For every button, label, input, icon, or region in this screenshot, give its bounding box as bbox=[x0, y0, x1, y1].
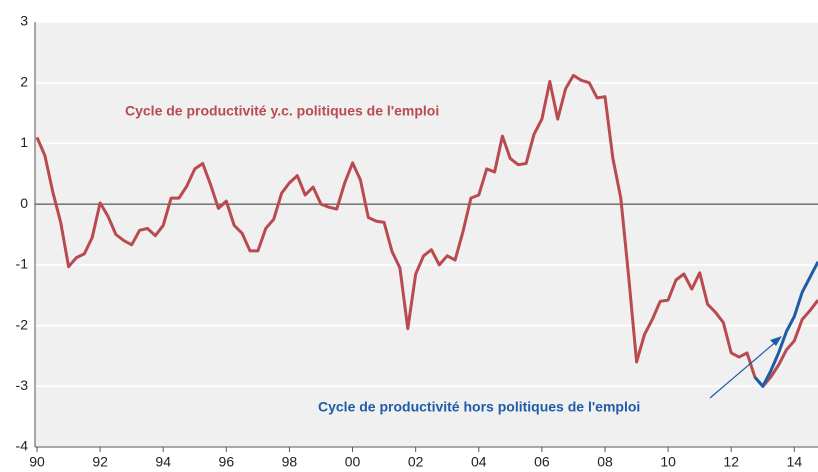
x-tick-label: 00 bbox=[345, 454, 361, 470]
x-tick-label: 90 bbox=[29, 454, 45, 470]
x-tick-label: 12 bbox=[723, 454, 739, 470]
arrow-head bbox=[770, 336, 782, 346]
x-tick-label: 98 bbox=[282, 454, 298, 470]
x-tick-label: 96 bbox=[219, 454, 235, 470]
x-tick-label: 10 bbox=[660, 454, 676, 470]
y-tick-label: 2 bbox=[20, 73, 28, 89]
plot-background bbox=[35, 22, 818, 447]
y-tick-label: 1 bbox=[20, 134, 28, 150]
y-tick-label: -3 bbox=[16, 377, 29, 393]
annotation: Cycle de productivité y.c. politiques de… bbox=[125, 103, 439, 119]
x-tick-label: 04 bbox=[471, 454, 487, 470]
series-line bbox=[35, 73, 818, 388]
series-line bbox=[753, 261, 818, 388]
y-tick-label: 3 bbox=[20, 13, 28, 29]
y-tick-label: -4 bbox=[16, 438, 29, 454]
x-tick-label: 92 bbox=[92, 454, 108, 470]
y-tick-label: -2 bbox=[16, 316, 29, 332]
annotation: Cycle de productivité hors politiques de… bbox=[318, 399, 640, 415]
x-tick-label: 02 bbox=[408, 454, 424, 470]
y-tick-label: 0 bbox=[20, 195, 28, 211]
annotation-arrow bbox=[709, 339, 779, 399]
x-tick-label: 08 bbox=[597, 454, 613, 470]
x-tick-label: 06 bbox=[534, 454, 550, 470]
y-tick-label: -1 bbox=[16, 256, 29, 272]
x-tick-label: 14 bbox=[787, 454, 803, 470]
x-tick-label: 94 bbox=[155, 454, 171, 470]
